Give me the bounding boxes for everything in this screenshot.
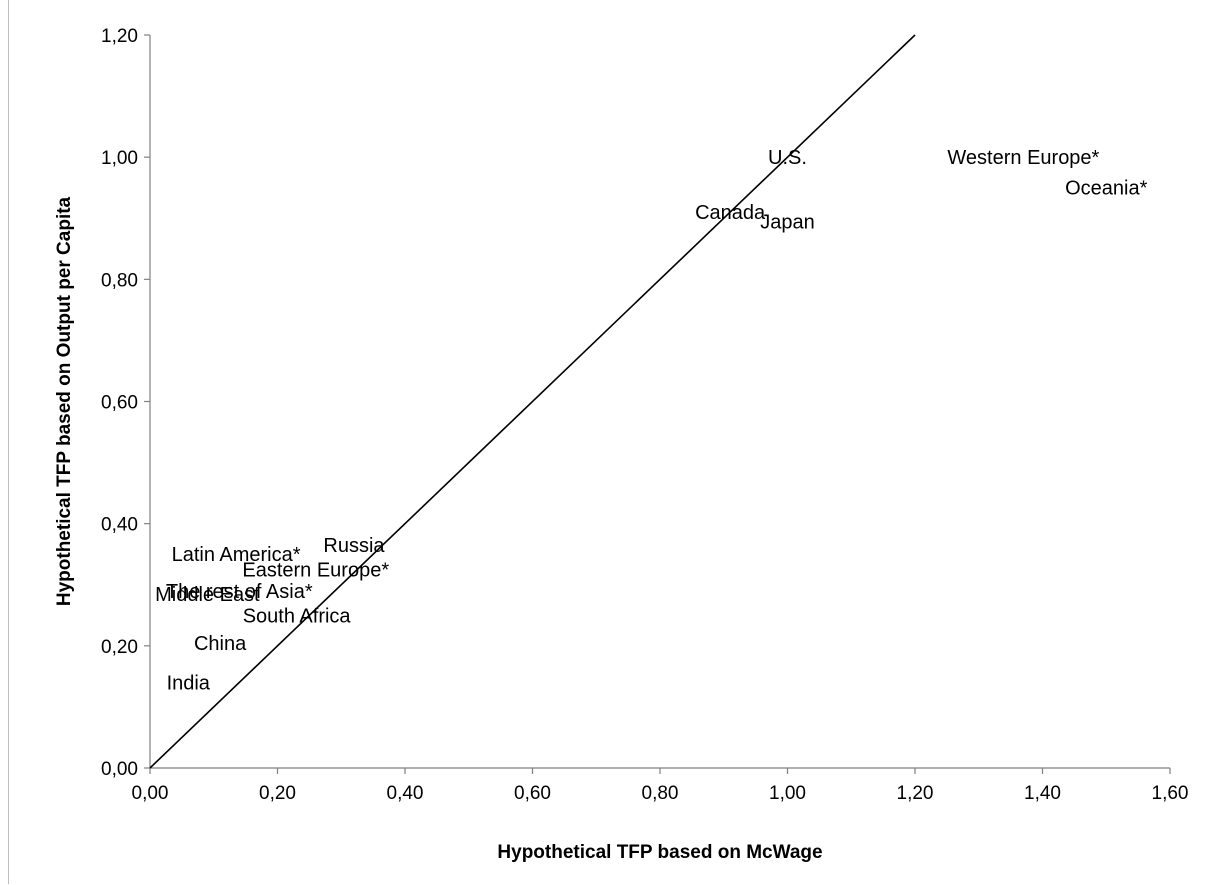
y-tick-label: 0,60 (101, 393, 138, 414)
y-tick-label: 0,40 (101, 515, 138, 536)
x-tick-label: 0,40 (387, 783, 424, 804)
x-tick-label: 1,00 (769, 783, 806, 804)
data-point-label: The rest of Asia* (166, 581, 313, 603)
reference-line-group (149, 34, 916, 769)
x-tick-label: 1,60 (1152, 783, 1189, 804)
chart-area (8, 0, 1218, 884)
data-point-label: Western Europe* (947, 147, 1099, 169)
x-tick-label: 0,00 (132, 783, 169, 804)
axes: 0,00 0,20 0,40 0,60 0,80 1,00 1,20 1,40 1,60 0,00… (101, 26, 1188, 804)
y-tick-label: 0,20 (101, 637, 138, 658)
data-point-label: China (194, 633, 247, 655)
reference-line (149, 34, 916, 769)
data-point-label: Latin America* (172, 544, 301, 566)
y-tick-label: 1,00 (101, 148, 138, 169)
x-axis-title: Hypothetical TFP based on McWage (497, 842, 822, 863)
y-tick-label: 0,80 (101, 270, 138, 291)
data-point-label: Russia (323, 535, 385, 557)
data-point-label: Japan (760, 211, 815, 233)
data-point-label: India (167, 672, 211, 694)
x-tick-label: 1,20 (897, 783, 934, 804)
y-tick-label: 0,00 (101, 759, 138, 780)
y-tick-label: 1,20 (101, 26, 138, 47)
x-tick-label: 0,80 (642, 783, 679, 804)
x-tick-label: 0,60 (514, 783, 551, 804)
x-tick-label: 1,40 (1024, 783, 1061, 804)
data-point-label: Eastern Europe* (242, 559, 389, 581)
data-point-label: U.S. (768, 147, 807, 169)
data-point-label: Canada (695, 202, 766, 224)
data-point-label: South Africa (243, 605, 352, 627)
y-axis-title: Hypothetical TFP based on Output per Cap… (54, 196, 75, 606)
data-point-label: Oceania* (1065, 178, 1147, 200)
x-tick-label: 0,20 (259, 783, 296, 804)
data-point-label: Middle East (155, 584, 260, 606)
